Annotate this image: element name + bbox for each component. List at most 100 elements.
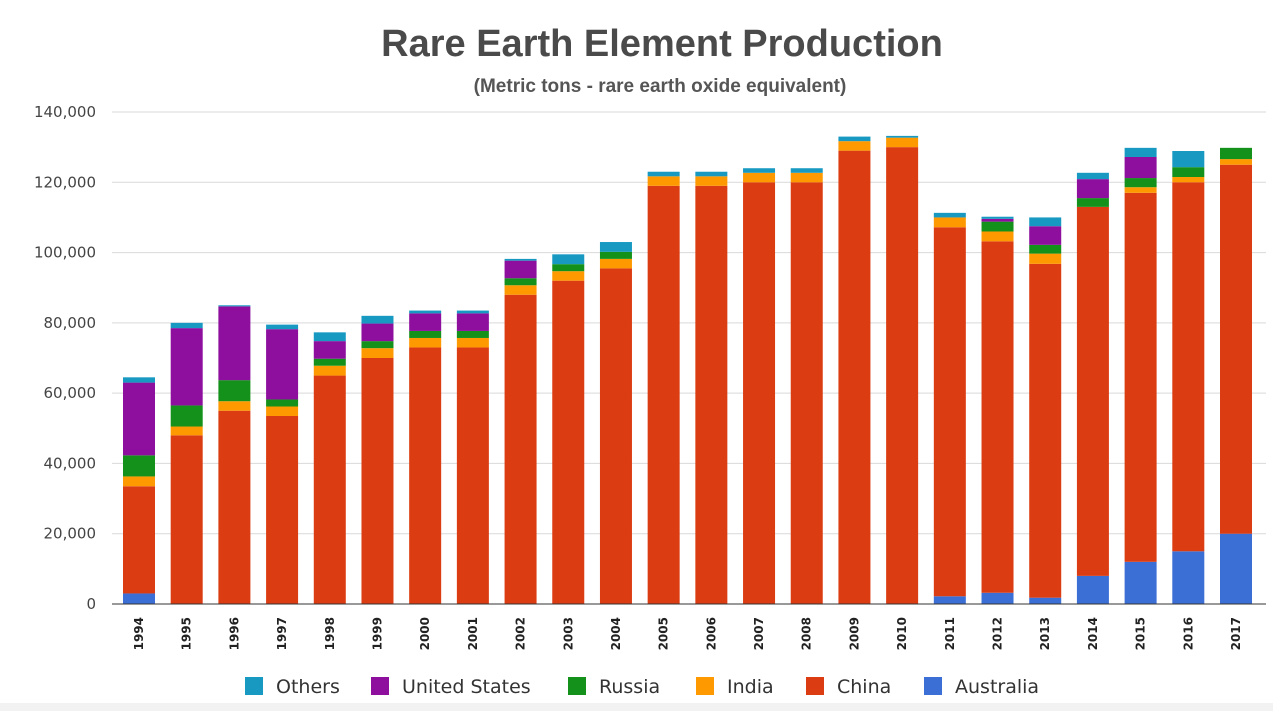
bar-segment-china (695, 185, 728, 605)
legend-label: Russia (599, 676, 660, 698)
bar-segment-china (218, 410, 251, 604)
y-tick-label: 40,000 (44, 454, 97, 472)
legend-swatch (568, 677, 586, 695)
x-tick-label: 2004 (609, 617, 623, 650)
y-tick-label: 60,000 (44, 384, 97, 402)
bar-segment-china (933, 227, 966, 597)
bar-segment-others (1076, 172, 1109, 180)
bar-segment-china (361, 358, 394, 604)
bar-segment-china (1220, 164, 1252, 534)
bar-segment-united-states (456, 313, 489, 331)
y-tick-label: 20,000 (44, 525, 97, 543)
bar-segment-russia (170, 405, 203, 427)
bar-segment-russia (123, 455, 155, 477)
bar-segment-china (1172, 182, 1205, 552)
bar-segment-united-states (504, 260, 537, 279)
bar-segment-india (695, 176, 728, 186)
bar-segment-india (266, 406, 299, 416)
x-tick-label: 1995 (180, 617, 194, 650)
x-tick-label: 2000 (418, 617, 432, 650)
legend-label: Others (276, 676, 340, 698)
legend-label: Australia (955, 676, 1039, 698)
bar-segment-others (1029, 217, 1062, 227)
bar-segment-united-states (409, 313, 442, 331)
x-tick-label: 2009 (847, 617, 861, 650)
bar-segment-australia (1076, 575, 1109, 604)
bar-segment-india (933, 217, 966, 228)
x-tick-label: 2008 (800, 617, 814, 650)
x-tick-label: 1998 (323, 617, 337, 650)
bar-segment-india (218, 401, 251, 411)
bar-segment-china (1124, 192, 1157, 562)
x-tick-label: 2010 (895, 617, 909, 650)
bar-segment-india (456, 337, 489, 348)
y-tick-label: 100,000 (34, 244, 96, 262)
bar-segment-russia (1076, 198, 1109, 207)
bar-segment-china (313, 375, 346, 604)
bar-segment-india (552, 271, 585, 281)
x-tick-label: 2012 (991, 617, 1005, 650)
bar-segment-india (838, 141, 871, 151)
legend-swatch (696, 677, 714, 695)
bar-segment-china (170, 435, 203, 604)
bar-segment-china (1076, 206, 1109, 576)
bar-segment-united-states (170, 328, 203, 406)
bar-segment-others (361, 315, 394, 324)
bar-segment-india (647, 176, 680, 186)
bar-segment-united-states (981, 218, 1014, 222)
y-axis-ticks: 0 20,000 40,000 60,000 80,000 100,000 120,000 1… (34, 103, 96, 613)
bars (123, 135, 1252, 605)
bar-segment-russia (313, 358, 346, 366)
bar-segment-china (456, 347, 489, 604)
bar-segment-india (1124, 187, 1157, 193)
x-tick-label: 1994 (132, 617, 146, 650)
x-tick-label: 2015 (1134, 617, 1148, 650)
bar-segment-china (409, 347, 442, 604)
bar-segment-others (218, 305, 251, 307)
x-tick-label: 1997 (275, 617, 289, 650)
bar-segment-india (123, 476, 155, 487)
bar-segment-australia (1029, 597, 1062, 604)
bar-segment-others (409, 310, 442, 314)
bar-segment-india (599, 258, 632, 269)
bar-segment-united-states (361, 323, 394, 342)
bar-segment-india (1220, 159, 1252, 165)
bar-segment-russia (218, 380, 251, 402)
bar-segment-others (504, 258, 537, 261)
bar-segment-china (886, 147, 919, 604)
x-tick-label: 1999 (370, 617, 384, 650)
x-tick-label: 2016 (1181, 617, 1195, 650)
y-tick-label: 120,000 (34, 173, 96, 191)
bar-segment-russia (1029, 244, 1062, 254)
bar-segment-united-states (123, 382, 155, 456)
bar-segment-china (647, 185, 680, 605)
bar-segment-india (361, 348, 394, 358)
bar-segment-russia (1220, 147, 1252, 160)
bar-segment-india (170, 426, 203, 436)
chart-subtitle: (Metric tons - rare earth oxide equivale… (474, 76, 847, 97)
bar-segment-india (981, 231, 1014, 242)
bar-segment-india (504, 285, 537, 295)
bar-segment-others (790, 168, 823, 173)
bar-segment-china (981, 241, 1014, 593)
bar-segment-china (504, 294, 537, 604)
bar-segment-india (1172, 177, 1205, 183)
bar-segment-russia (599, 251, 632, 259)
x-tick-label: 2013 (1038, 617, 1052, 650)
bar-segment-others (313, 332, 346, 342)
bar-segment-united-states (1076, 179, 1109, 199)
footer-strip (0, 703, 1273, 711)
legend-swatch (924, 677, 942, 695)
bar-segment-others (886, 135, 919, 138)
bar-segment-others (266, 324, 299, 330)
bar-segment-australia (1124, 561, 1157, 604)
legend-label: China (837, 676, 891, 698)
bar-segment-others (981, 216, 1014, 219)
bar-segment-india (886, 137, 919, 148)
legend: Others United States Russia India China Austr… (245, 676, 1039, 698)
bar-segment-russia (1124, 178, 1157, 188)
bar-segment-russia (504, 278, 537, 286)
bar-segment-australia (981, 592, 1014, 604)
legend-label: United States (402, 676, 531, 698)
bar-segment-india (409, 337, 442, 348)
